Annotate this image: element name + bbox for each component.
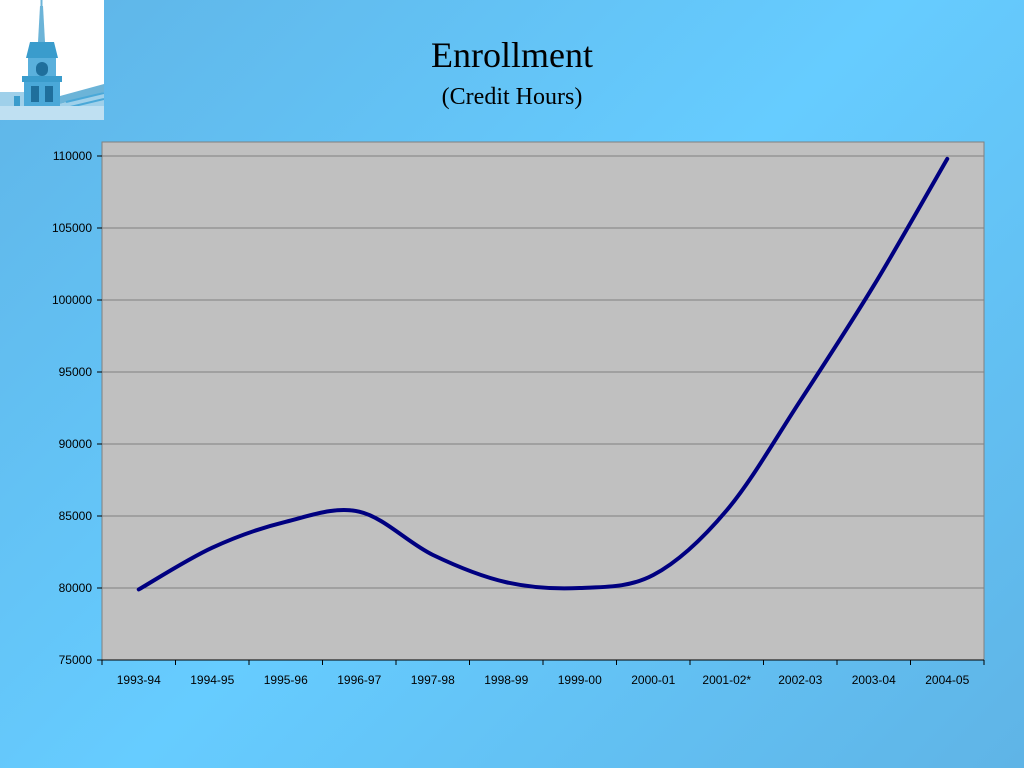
y-tick-label: 95000 bbox=[59, 365, 93, 379]
chart-title: Enrollment bbox=[431, 35, 593, 75]
y-tick-label: 80000 bbox=[59, 581, 93, 595]
x-axis: 1993-94 1994-95 1995-96 1996-97 1997-98 1998-… bbox=[101, 659, 985, 687]
logo bbox=[0, 0, 104, 120]
y-tick-label: 90000 bbox=[59, 437, 93, 451]
x-tick-label: 1996-97 bbox=[337, 673, 381, 687]
y-tick-label: 100000 bbox=[52, 293, 92, 307]
x-tick-label: 1995-96 bbox=[264, 673, 308, 687]
x-tick-label: 2001-02* bbox=[702, 673, 751, 687]
x-tick-label: 2003-04 bbox=[852, 673, 896, 687]
x-tick-label: 1994-95 bbox=[190, 673, 234, 687]
y-tick-label: 75000 bbox=[59, 653, 93, 667]
x-tick-label: 2000-01 bbox=[631, 673, 675, 687]
x-tick-label: 2004-05 bbox=[925, 673, 969, 687]
chart-subtitle: (Credit Hours) bbox=[441, 84, 583, 110]
y-axis: 75000 80000 85000 90000 95000 100000 105000 110… bbox=[52, 149, 102, 667]
x-tick-label: 1998-99 bbox=[484, 673, 528, 687]
building-tower-icon bbox=[0, 0, 104, 120]
y-tick-label: 105000 bbox=[52, 221, 92, 235]
y-tick-label: 110000 bbox=[53, 149, 92, 163]
x-tick-label: 1993-94 bbox=[117, 673, 161, 687]
y-tick-label: 85000 bbox=[59, 509, 93, 523]
plot-area bbox=[101, 141, 985, 661]
series-line-enrollment bbox=[136, 156, 950, 592]
x-tick-label: 1997-98 bbox=[411, 673, 455, 687]
x-tick-label: 2002-03 bbox=[778, 673, 822, 687]
x-tick-label: 1999-00 bbox=[558, 673, 602, 687]
